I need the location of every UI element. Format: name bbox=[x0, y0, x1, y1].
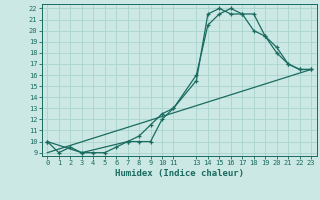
X-axis label: Humidex (Indice chaleur): Humidex (Indice chaleur) bbox=[115, 169, 244, 178]
